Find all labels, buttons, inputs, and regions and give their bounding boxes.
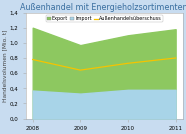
Y-axis label: Handelsvolumen [Mio. t]: Handelsvolumen [Mio. t] — [3, 29, 8, 102]
Legend: Export, Import, Außenhandelsüberschuss: Export, Import, Außenhandelsüberschuss — [46, 15, 163, 22]
Title: Außenhandel mit Energieholzsortimenten: Außenhandel mit Energieholzsortimenten — [20, 3, 186, 12]
